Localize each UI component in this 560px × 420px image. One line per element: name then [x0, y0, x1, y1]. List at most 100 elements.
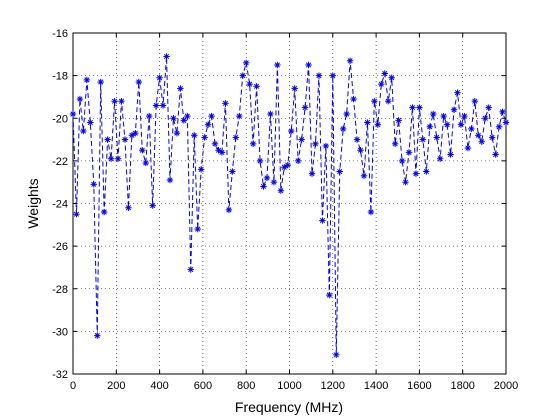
- data-point: [402, 178, 409, 186]
- x-tick-label: 800: [237, 380, 255, 392]
- data-point: [149, 202, 156, 209]
- data-point: [215, 147, 222, 154]
- data-point: [159, 102, 167, 109]
- x-tick-label: 200: [107, 380, 125, 392]
- data-point: [391, 140, 399, 148]
- data-point: [274, 61, 281, 69]
- data-point: [184, 112, 191, 120]
- x-tick-labels: 0 200 400 600 800 1000 1200 1400 1600 1800 2000: [70, 380, 518, 392]
- data-point: [277, 187, 285, 194]
- data-point: [270, 178, 278, 186]
- data-point: [378, 80, 385, 88]
- data-point: [485, 104, 492, 111]
- x-tick-label: 2000: [494, 380, 518, 392]
- data-point: [128, 132, 136, 139]
- data-markers: [69, 53, 510, 359]
- y-tick-label: -28: [52, 284, 68, 296]
- data-point: [426, 123, 433, 130]
- data-point: [346, 57, 354, 64]
- data-point: [187, 266, 194, 273]
- data-point: [239, 72, 246, 79]
- data-point: [305, 61, 312, 69]
- data-point: [156, 74, 163, 81]
- y-tick-label: -24: [52, 199, 68, 211]
- data-point: [395, 117, 402, 124]
- data-point: [249, 140, 257, 148]
- data-point: [499, 108, 506, 116]
- data-point: [243, 59, 250, 67]
- data-point: [416, 104, 423, 111]
- data-point: [87, 119, 94, 126]
- data-point: [100, 208, 108, 216]
- data-point: [291, 85, 298, 92]
- data-point: [173, 129, 181, 137]
- data-point: [211, 140, 219, 148]
- y-tick-label: -16: [52, 28, 68, 40]
- x-tick-label: 0: [70, 380, 76, 392]
- data-point: [454, 89, 461, 96]
- data-point: [343, 110, 350, 118]
- data-point: [482, 115, 489, 122]
- x-tick-label: 600: [194, 380, 212, 392]
- data-point: [388, 74, 395, 81]
- data-point: [312, 140, 319, 148]
- data-point: [294, 157, 302, 165]
- data-point: [73, 210, 80, 218]
- data-point: [353, 136, 361, 143]
- data-point: [281, 164, 288, 171]
- data-point: [475, 132, 482, 139]
- data-point: [350, 95, 357, 103]
- data-point: [125, 204, 132, 211]
- data-point: [225, 206, 233, 214]
- data-point: [163, 53, 170, 60]
- data-point: [315, 72, 323, 79]
- data-point: [142, 159, 149, 167]
- data-point: [461, 112, 468, 120]
- data-point: [319, 217, 326, 224]
- data-point: [166, 176, 174, 184]
- data-point: [152, 102, 160, 109]
- data-point: [440, 112, 447, 120]
- data-point: [412, 170, 420, 177]
- y-tick-label: -30: [52, 326, 68, 338]
- data-point: [263, 174, 271, 182]
- data-point: [284, 161, 291, 169]
- x-tick-label: 1200: [321, 380, 345, 392]
- data-point: [385, 98, 392, 105]
- data-point: [132, 129, 139, 137]
- data-point: [104, 136, 111, 143]
- data-point: [260, 183, 267, 190]
- data-point: [146, 112, 153, 120]
- y-tick-label: -18: [52, 71, 68, 83]
- y-tick-label: -20: [52, 113, 68, 125]
- data-point: [208, 112, 215, 120]
- data-point: [478, 138, 485, 145]
- data-point: [405, 149, 413, 156]
- data-point: [135, 78, 143, 86]
- data-point: [329, 72, 336, 79]
- y-tick-labels: -32 -30 -28 -26 -24 -22 -20 -18 -16: [52, 28, 68, 381]
- data-point: [191, 132, 198, 139]
- data-point: [76, 95, 84, 103]
- series-line: [72, 56, 507, 355]
- data-point: [409, 104, 416, 111]
- data-point: [170, 115, 177, 122]
- data-point: [94, 332, 101, 339]
- data-point: [374, 121, 382, 128]
- data-point: [80, 127, 87, 135]
- data-point: [357, 147, 364, 154]
- y-tick-label: -26: [52, 241, 68, 253]
- x-tick-label: 1800: [450, 380, 474, 392]
- data-point: [339, 125, 347, 133]
- data-point: [443, 121, 451, 128]
- data-point: [83, 76, 91, 84]
- y-tick-label: -22: [52, 156, 68, 168]
- data-point: [371, 98, 378, 105]
- data-point: [423, 168, 430, 175]
- data-point: [236, 112, 243, 120]
- data-point: [471, 98, 479, 105]
- x-axis-label: Frequency (MHz): [235, 399, 343, 415]
- data-point: [180, 117, 188, 124]
- data-point: [97, 78, 104, 86]
